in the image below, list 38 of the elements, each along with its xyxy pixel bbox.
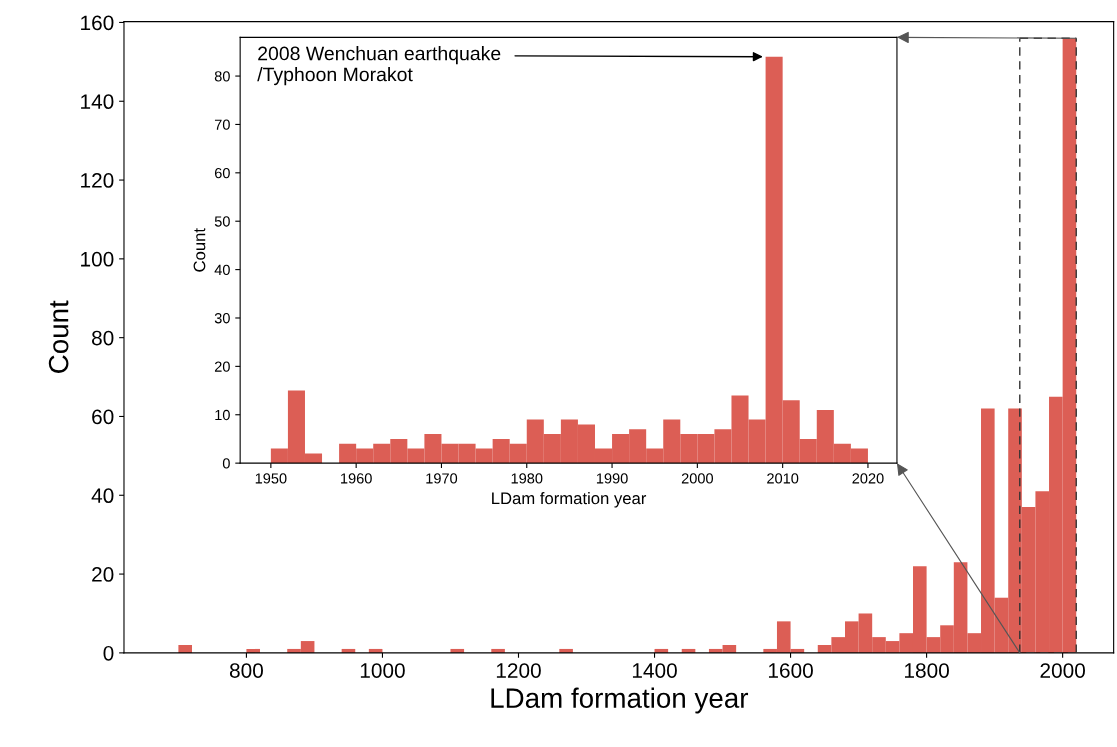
y-tick-label: 80 bbox=[92, 330, 114, 346]
y-tick-label: 0 bbox=[222, 458, 230, 469]
x-axis-title: LDam formation year bbox=[491, 687, 749, 714]
y-axis-title: Count bbox=[48, 300, 69, 373]
x-tick-label: 1950 bbox=[255, 473, 287, 484]
x-tick-label: 800 bbox=[229, 663, 263, 678]
y-tick-label: 80 bbox=[214, 71, 230, 82]
x-tick-label: 1960 bbox=[341, 473, 372, 484]
y-tick-label: 120 bbox=[81, 173, 114, 188]
x-tick-label: 1000 bbox=[360, 663, 405, 678]
y-tick-label: 50 bbox=[214, 216, 230, 227]
x-tick-label: 1400 bbox=[632, 663, 677, 678]
y-tick-label: 30 bbox=[214, 313, 230, 324]
y-tick-label: 40 bbox=[91, 488, 114, 504]
x-tick-label: 2000 bbox=[1040, 663, 1085, 678]
x-tick-label: 1600 bbox=[768, 663, 813, 678]
y-tick-label: 20 bbox=[92, 567, 114, 582]
y-tick-label: 140 bbox=[81, 94, 114, 110]
y-tick-label: 160 bbox=[81, 15, 114, 31]
x-tick-label: 1980 bbox=[511, 473, 543, 484]
y-tick-label: 70 bbox=[214, 119, 230, 130]
x-tick-label: 2000 bbox=[681, 473, 714, 484]
y-tick-label: 60 bbox=[214, 167, 230, 179]
y-tick-label: 20 bbox=[214, 361, 230, 372]
x-axis-title: LDam formation year bbox=[492, 492, 647, 508]
x-tick-label: 2020 bbox=[852, 473, 884, 484]
x-tick-label: 1970 bbox=[426, 473, 458, 484]
x-tick-label: 1800 bbox=[905, 663, 949, 678]
y-tick-label: 100 bbox=[81, 251, 114, 267]
y-tick-label: 0 bbox=[103, 645, 114, 661]
x-tick-label: 1990 bbox=[596, 473, 628, 484]
x-tick-label: 2010 bbox=[767, 473, 799, 484]
y-tick-label: 10 bbox=[215, 409, 230, 421]
y-axis-title: Count bbox=[193, 228, 206, 272]
x-tick-label: 1200 bbox=[496, 663, 541, 678]
y-tick-label: 40 bbox=[214, 264, 230, 276]
annotation: 2008 Wenchuan earthquake /Typhoon Morakot bbox=[257, 46, 501, 86]
y-tick-label: 60 bbox=[92, 409, 114, 425]
